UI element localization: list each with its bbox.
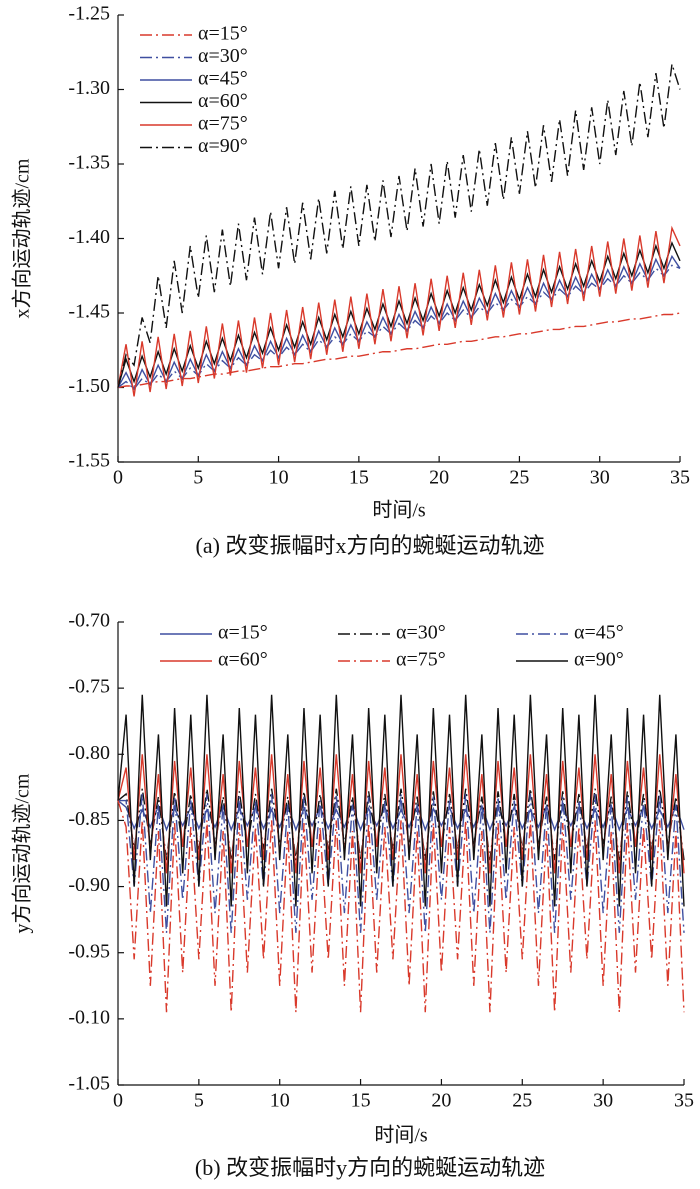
y-tick-label: -0.85 — [68, 808, 110, 830]
series-line — [118, 793, 685, 933]
y-tick-label: -1.05 — [68, 1073, 110, 1095]
x-axis-label: 时间/s — [374, 1124, 428, 1147]
series-line — [117, 694, 685, 907]
x-tick-label: 35 — [674, 1090, 694, 1112]
y-tick-label: -0.75 — [68, 676, 110, 698]
legend-label: α=45° — [574, 622, 624, 644]
legend-label: α=15° — [218, 622, 268, 644]
caption: (b) 改变振幅时y方向的蜿蜒运动轨迹 — [195, 1155, 545, 1180]
series-line — [117, 241, 681, 388]
legend-label: α=30° — [396, 622, 446, 644]
y-tick-label: -0.80 — [68, 742, 110, 764]
legend-label: α=75° — [198, 113, 248, 135]
y-tick-label: -1.45 — [68, 301, 110, 323]
x-tick-label: 0 — [113, 1090, 123, 1112]
series-line — [117, 788, 685, 861]
legend-label: α=45° — [198, 68, 248, 90]
x-tick-label: 30 — [593, 1090, 613, 1112]
legend: α=15°α=30°α=45°α=60°α=75°α=90° — [140, 23, 248, 157]
series-line — [117, 63, 681, 388]
y-axis-label: y方向运动轨迹/cm — [11, 773, 34, 933]
y-tick-label: -1.25 — [68, 3, 110, 25]
y-tick-label: -1.50 — [68, 375, 110, 397]
legend-label: α=15° — [198, 23, 248, 45]
y-axis-label: x方向运动轨迹/cm — [11, 158, 34, 318]
x-tick-label: 5 — [193, 467, 203, 489]
x-tick-label: 0 — [113, 467, 123, 489]
y-tick-label: -0.95 — [68, 940, 110, 962]
x-tick-label: 10 — [269, 467, 289, 489]
x-axis-label: 时间/s — [372, 499, 426, 522]
y-tick-label: -0.90 — [68, 874, 110, 896]
legend-label: α=60° — [218, 649, 268, 671]
legend-label: α=30° — [198, 45, 248, 67]
series-line — [117, 225, 681, 397]
legend-label: α=75° — [396, 649, 446, 671]
series-line — [117, 800, 685, 1013]
x-tick-label: 10 — [270, 1090, 290, 1112]
caption: (a) 改变振幅时x方向的蜿蜒运动轨迹 — [196, 533, 545, 558]
x-tick-label: 20 — [429, 467, 449, 489]
x-tick-label: 35 — [670, 467, 690, 489]
y-tick-label: -0.70 — [68, 610, 110, 632]
legend-label: α=60° — [198, 90, 248, 112]
y-tick-label: -1.40 — [68, 226, 110, 248]
y-tick-label: -1.35 — [68, 152, 110, 174]
series-line — [117, 264, 681, 391]
x-tick-label: 30 — [590, 467, 610, 489]
x-tick-label: 25 — [512, 1090, 532, 1112]
legend: α=15° α=30° α=45° α=60° α=75° α=90° — [160, 622, 624, 671]
x-tick-label: 5 — [194, 1090, 204, 1112]
x-tick-label: 15 — [351, 1090, 371, 1112]
y-tick-label: -1.55 — [68, 450, 110, 472]
x-tick-label: 20 — [431, 1090, 451, 1112]
legend-label: α=90° — [574, 649, 624, 671]
series-line — [117, 312, 681, 389]
x-tick-label: 15 — [349, 467, 369, 489]
x-tick-label: 25 — [509, 467, 529, 489]
y-tick-label: -1.30 — [68, 77, 110, 99]
y-tick-label: -0.10 — [68, 1006, 110, 1028]
legend-label: α=90° — [198, 135, 248, 157]
